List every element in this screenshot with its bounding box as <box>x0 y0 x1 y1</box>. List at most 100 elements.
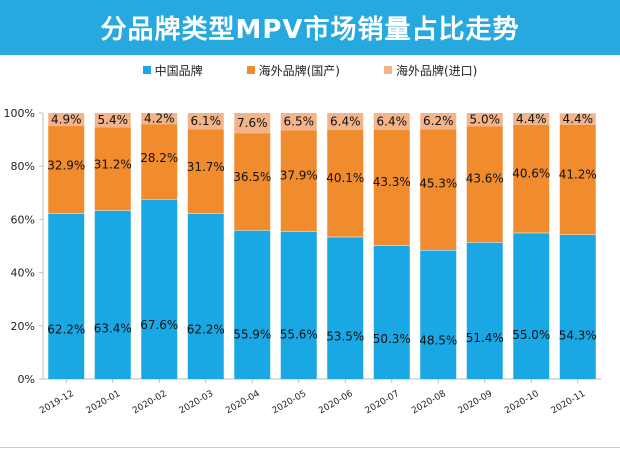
bottom-divider <box>0 447 620 448</box>
data-label-foreign-local: 41.2% <box>559 167 597 181</box>
title-bar: 分品牌类型MPV市场销量占比走势 <box>0 0 620 55</box>
data-label-domestic: 63.4% <box>94 321 132 335</box>
bar-segment-foreign-local <box>48 126 85 214</box>
x-tick-label: 2020-04 <box>224 389 262 417</box>
x-tick-label: 2019-12 <box>38 389 76 416</box>
bar-segment-domestic <box>280 231 317 379</box>
legend-label-foreign-import: 海外品牌(进口) <box>396 63 478 78</box>
bar-segment-foreign-local <box>327 130 364 237</box>
bar-segment-domestic <box>373 245 410 379</box>
data-label-foreign-import: 4.4% <box>516 112 547 126</box>
bar-segment-foreign-import <box>373 113 410 131</box>
bar-segment-domestic <box>187 213 224 379</box>
data-label-domestic: 55.0% <box>512 328 550 342</box>
x-tick-label: 2020-11 <box>550 389 588 416</box>
x-tick-label: 2020-07 <box>364 389 402 416</box>
bar-segment-domestic <box>234 230 271 379</box>
legend-item-foreign-local: 海外品牌(国产) <box>246 62 340 79</box>
data-label-foreign-local: 40.1% <box>326 171 364 185</box>
data-label-domestic: 62.2% <box>47 322 85 336</box>
data-label-foreign-import: 6.4% <box>330 115 361 129</box>
data-label-foreign-local: 40.6% <box>512 166 550 180</box>
bar-segment-foreign-local <box>234 133 271 231</box>
legend-label-domestic: 中国品牌 <box>154 63 203 78</box>
legend-swatch-domestic <box>142 66 151 74</box>
legend-swatch-foreign-local <box>246 66 255 74</box>
data-label-domestic: 62.2% <box>187 322 225 336</box>
y-tick-label: 40% <box>11 267 35 280</box>
bar-segment-domestic <box>559 234 596 379</box>
x-tick-label: 2020-10 <box>503 389 541 417</box>
bar-segment-foreign-import <box>420 113 457 130</box>
legend-swatch-foreign-import <box>384 66 392 74</box>
data-label-domestic: 54.3% <box>559 329 597 343</box>
x-tick-label: 2020-06 <box>317 389 355 417</box>
data-label-foreign-import: 4.2% <box>144 112 175 126</box>
bar-segment-foreign-import <box>234 113 271 134</box>
bar-segment-foreign-local <box>280 130 317 232</box>
legend-item-foreign-import: 海外品牌(进口) <box>384 62 477 79</box>
legend: 中国品牌 海外品牌(国产) 海外品牌(进口) <box>0 60 620 80</box>
data-label-foreign-import: 4.9% <box>51 113 82 127</box>
data-label-domestic: 50.3% <box>373 332 411 346</box>
data-label-foreign-import: 4.4% <box>563 112 594 126</box>
y-tick-label: 100% <box>4 107 35 120</box>
data-label-foreign-import: 6.4% <box>377 115 408 129</box>
x-tick-label: 2020-03 <box>178 389 216 416</box>
bar-segment-foreign-import <box>187 113 224 130</box>
x-tick-label: 2020-02 <box>131 389 169 416</box>
data-label-domestic: 53.5% <box>326 329 364 343</box>
data-label-foreign-local: 31.7% <box>187 160 225 174</box>
data-label-foreign-local: 45.3% <box>419 177 457 191</box>
bar-segment-foreign-local <box>466 126 503 243</box>
bar-segment-foreign-local <box>141 124 178 200</box>
bar-segment-domestic <box>327 236 364 379</box>
bar-segment-foreign-local <box>94 127 131 211</box>
y-tick-label: 60% <box>11 213 35 226</box>
bar-segment-foreign-import <box>466 113 503 127</box>
data-label-foreign-local: 31.2% <box>94 158 132 172</box>
data-label-foreign-import: 5.0% <box>470 113 501 127</box>
bar-segment-domestic <box>48 213 85 379</box>
data-label-domestic: 51.4% <box>466 331 504 345</box>
bar-segment-foreign-local <box>187 129 224 214</box>
bar-segment-foreign-import <box>513 113 550 125</box>
bar-segment-domestic <box>513 232 550 379</box>
bar-segment-foreign-import <box>94 113 131 128</box>
y-tick-label: 0% <box>18 373 35 386</box>
data-label-domestic: 67.6% <box>140 318 178 332</box>
bar-segment-foreign-import <box>559 113 596 125</box>
bar-segment-domestic <box>141 199 178 379</box>
data-label-foreign-local: 28.2% <box>140 151 178 165</box>
bar-segment-domestic <box>94 210 131 379</box>
data-label-foreign-local: 43.6% <box>466 171 504 185</box>
data-label-foreign-import: 6.2% <box>423 114 454 128</box>
data-label-foreign-local: 32.9% <box>47 158 85 172</box>
bar-segment-domestic <box>420 249 457 379</box>
bar-segment-foreign-local <box>513 124 550 233</box>
data-label-domestic: 55.9% <box>233 327 271 341</box>
bar-segment-foreign-local <box>420 129 457 250</box>
data-label-foreign-import: 6.5% <box>284 115 315 129</box>
data-label-foreign-local: 36.5% <box>233 170 271 184</box>
bar-segment-foreign-import <box>327 113 364 131</box>
bar-segment-foreign-local <box>373 130 410 246</box>
data-label-foreign-local: 43.3% <box>373 175 411 189</box>
data-label-foreign-import: 6.1% <box>191 114 222 128</box>
y-tick-label: 80% <box>11 160 35 173</box>
x-tick-label: 2020-01 <box>85 389 123 416</box>
y-tick-label: 20% <box>11 320 35 333</box>
bar-segment-foreign-import <box>48 113 85 127</box>
bar-segment-domestic <box>466 242 503 379</box>
chart-title: 分品牌类型MPV市场销量占比走势 <box>100 15 520 45</box>
data-label-domestic: 48.5% <box>419 333 457 347</box>
data-label-foreign-local: 37.9% <box>280 169 318 183</box>
bar-segment-foreign-local <box>559 124 596 235</box>
x-tick-label: 2020-08 <box>410 389 448 417</box>
x-tick-label: 2020-05 <box>271 389 309 416</box>
legend-item-domestic: 中国品牌 <box>142 62 203 79</box>
data-label-domestic: 55.6% <box>280 328 318 342</box>
x-tick-label: 2020-09 <box>457 389 495 417</box>
bar-segment-foreign-import <box>280 113 317 131</box>
